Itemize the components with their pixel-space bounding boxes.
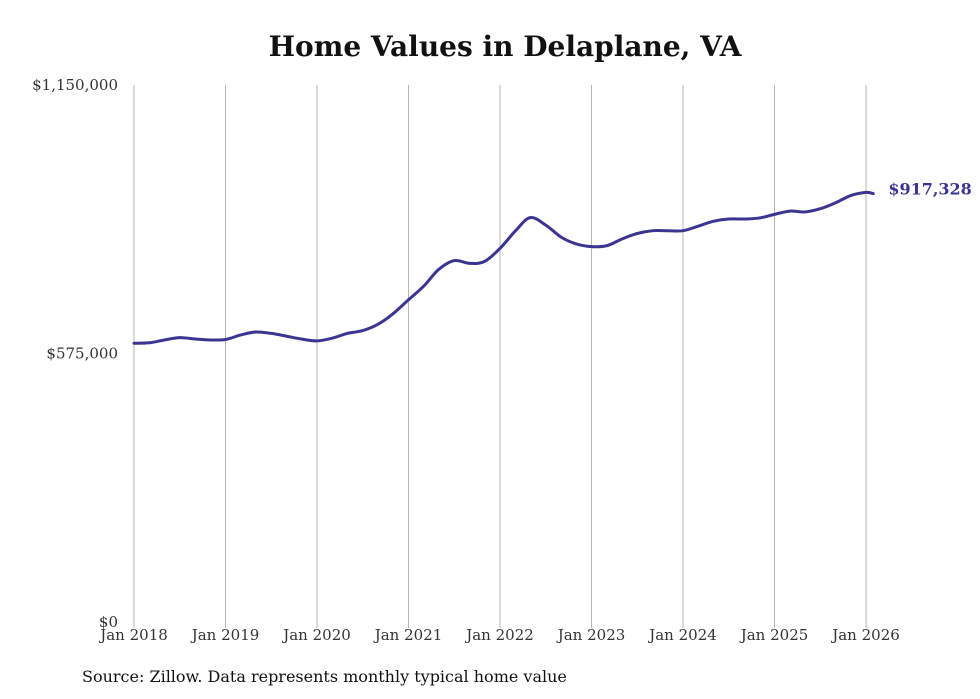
series-layer <box>132 190 875 345</box>
home-value-series-line <box>132 190 875 345</box>
x-tick-label: Jan 2026 <box>830 626 900 644</box>
x-tick-label: Jan 2018 <box>98 626 168 644</box>
label-layer: $917,328 <box>888 180 972 199</box>
x-tick-label: Jan 2020 <box>281 626 351 644</box>
y-tick-label: $1,150,000 <box>32 76 118 94</box>
chart-title: Home Values in Delaplane, VA <box>268 30 742 63</box>
y-tick-label: $0 <box>99 613 118 631</box>
y-axis: $0 $575,000 $1,150,000 <box>32 76 118 631</box>
x-tick-label: Jan 2019 <box>190 626 260 644</box>
end-value-label: $917,328 <box>888 180 972 199</box>
grid-layer <box>133 85 867 628</box>
x-tick-label: Jan 2024 <box>647 626 717 644</box>
source-note: Source: Zillow. Data represents monthly … <box>82 667 567 686</box>
y-tick-label: $575,000 <box>46 345 118 363</box>
x-tick-label: Jan 2021 <box>373 626 443 644</box>
x-axis: Jan 2018 Jan 2019 Jan 2020 Jan 2021 Jan 2022… <box>98 626 900 644</box>
x-tick-label: Jan 2025 <box>739 626 809 644</box>
x-tick-label: Jan 2022 <box>464 626 534 644</box>
x-tick-label: Jan 2023 <box>556 626 626 644</box>
